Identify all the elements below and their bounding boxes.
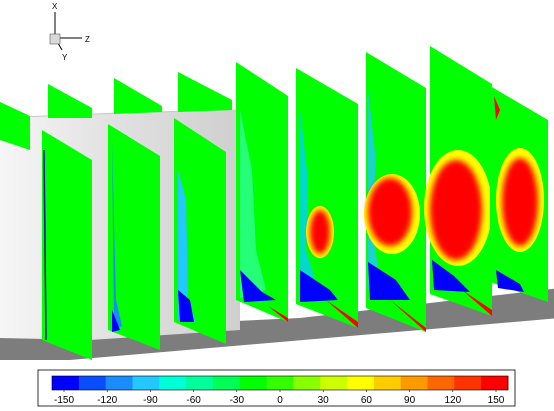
- colorbar: -150 -120 -90 -60 -30 0 30 60 90 120 150: [37, 369, 516, 407]
- back-blade-4: [178, 72, 232, 112]
- colorbar-tick-label: 90: [404, 395, 416, 406]
- colorbar-tick-label: -150: [54, 395, 74, 406]
- colorbar-tick-label: -90: [143, 395, 158, 406]
- colorbar-bin: [52, 376, 80, 390]
- axis-triad: X Z Y: [49, 2, 90, 62]
- back-blade-1: [0, 102, 30, 150]
- colorbar-bin: [320, 376, 348, 390]
- colorbar-bin: [454, 376, 482, 390]
- colorbar-bin: [239, 376, 267, 390]
- colorbar-tick-label: -30: [230, 395, 245, 406]
- axis-x-label: X: [52, 2, 58, 11]
- colorbar-bin: [373, 376, 402, 390]
- blade-plane-2: [108, 124, 160, 350]
- colorbar-bin: [132, 376, 160, 390]
- colorbar-bin: [212, 376, 241, 390]
- colorbar-bin: [266, 376, 294, 390]
- back-blade-2: [48, 84, 92, 118]
- colorbar-tick-label: 30: [318, 395, 330, 406]
- colorbar-tick-label: -120: [97, 395, 117, 406]
- colorbar-bin: [481, 376, 509, 390]
- blade-plane-4: [236, 62, 288, 322]
- colorbar-bin: [78, 376, 107, 390]
- colorbar-tick-label: 150: [488, 395, 505, 406]
- blade-plane-3: [174, 118, 226, 344]
- colorbar-tick-label: 0: [277, 395, 283, 406]
- colorbar-bin: [347, 376, 375, 390]
- blade-plane-5: [296, 68, 358, 328]
- blade-plane-6: [364, 52, 426, 332]
- colorbar-bin: [427, 376, 455, 390]
- colorbar-bin: [400, 376, 428, 390]
- axis-y-label: Y: [62, 53, 68, 62]
- colorbar-bins: [51, 375, 509, 391]
- colorbar-tick-label: 60: [361, 395, 373, 406]
- colorbar-ticks: -150 -120 -90 -60 -30 0 30 60 90 120 150: [54, 390, 505, 406]
- colorbar-tick-label: 120: [444, 395, 461, 406]
- colorbar-tick-label: -60: [186, 395, 201, 406]
- blade-plane-7: [424, 46, 492, 316]
- axis-z-label: Z: [85, 35, 90, 44]
- blade-plane-8: [490, 86, 548, 302]
- colorbar-bin: [186, 376, 214, 390]
- colorbar-bin: [293, 376, 321, 390]
- colorbar-bin: [105, 376, 133, 390]
- blade-plane-1: [42, 130, 92, 360]
- colorbar-bin: [159, 376, 187, 390]
- back-blade-3: [114, 78, 162, 114]
